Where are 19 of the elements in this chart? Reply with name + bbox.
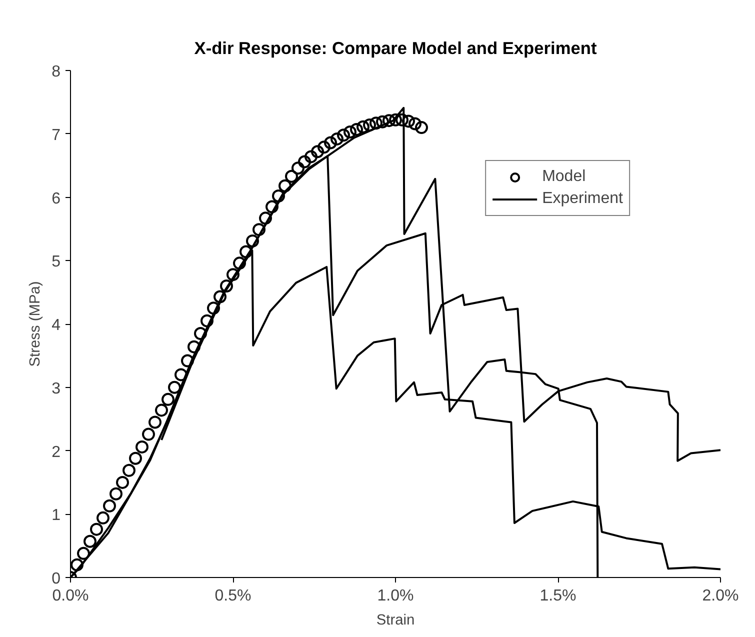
y-tick-label: 8: [52, 64, 61, 80]
x-tick-label: 1.0%: [377, 588, 414, 604]
y-tick-label: 4: [52, 317, 61, 334]
chart-title: X-dir Response: Compare Model and Experiment: [194, 38, 597, 58]
y-tick-label: 0: [52, 570, 61, 588]
x-tick-label: 2.0%: [702, 588, 739, 604]
y-axis-title: Stress (MPa): [28, 281, 44, 367]
x-tick-label: 0.5%: [214, 588, 252, 604]
x-tick-label: 1.5%: [540, 588, 576, 604]
y-tick-label: 6: [52, 190, 61, 208]
y-tick-label: 5: [52, 254, 61, 271]
y-tick-label: 1: [52, 507, 61, 524]
y-tick-label: 3: [52, 380, 61, 398]
legend-label: Model: [542, 168, 586, 186]
x-tick-label: 0.0%: [52, 588, 89, 604]
legend-label: Experiment: [542, 190, 623, 208]
y-tick-label: 2: [52, 444, 61, 461]
x-axis-title: Strain: [376, 612, 415, 628]
y-tick-label: 7: [52, 126, 61, 144]
